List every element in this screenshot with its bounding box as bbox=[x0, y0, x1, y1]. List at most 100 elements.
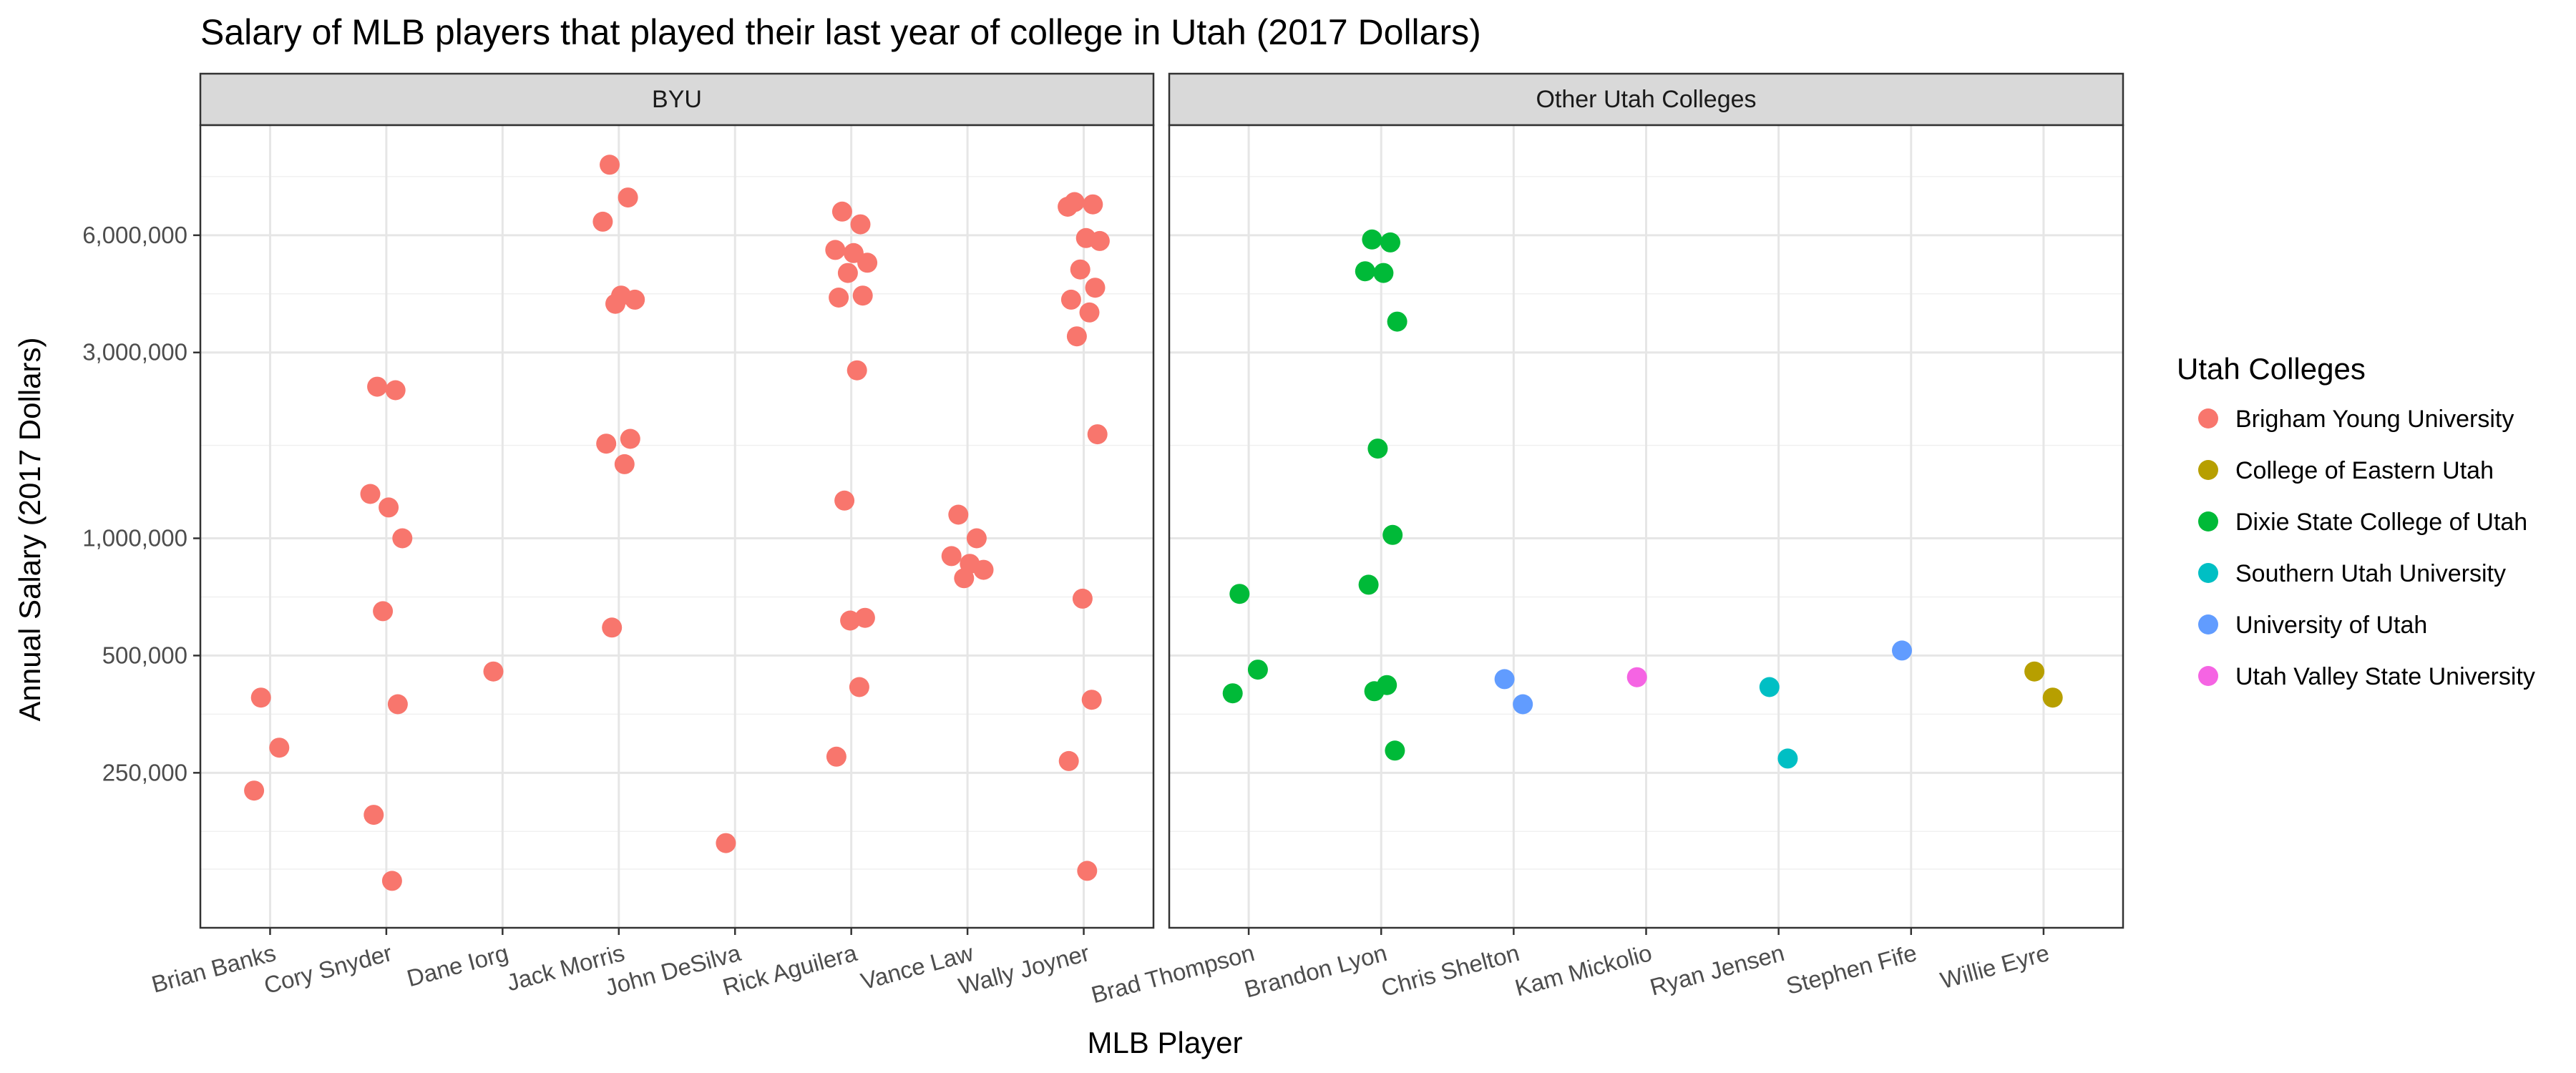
data-point bbox=[948, 504, 969, 525]
data-point bbox=[1513, 694, 1533, 715]
data-point bbox=[1083, 194, 1103, 215]
facet-strip bbox=[1168, 72, 2124, 127]
x-tick-label: Brian Banks bbox=[149, 939, 278, 998]
data-point bbox=[1085, 278, 1106, 298]
legend-label: University of Utah bbox=[2235, 612, 2427, 639]
data-point bbox=[831, 201, 852, 222]
data-point bbox=[367, 376, 388, 397]
legend-label: Brigham Young University bbox=[2235, 406, 2514, 433]
x-tick-label: Brandon Lyon bbox=[1241, 939, 1390, 1003]
data-point bbox=[1229, 584, 1250, 604]
data-point bbox=[840, 610, 861, 631]
data-point bbox=[834, 490, 855, 511]
facet-panel-1: Other Utah Colleges Brad ThompsonBrandon … bbox=[1088, 72, 2124, 1008]
panel-border bbox=[1168, 124, 2124, 929]
legend-label: Dixie State College of Utah bbox=[2235, 509, 2527, 536]
data-point bbox=[1382, 524, 1403, 545]
legend-key bbox=[2198, 666, 2218, 686]
y-tick-label: 500,000 bbox=[102, 642, 187, 668]
data-point bbox=[1362, 229, 1382, 250]
data-point bbox=[385, 380, 406, 401]
data-point bbox=[600, 155, 620, 175]
data-point bbox=[716, 833, 736, 853]
data-point bbox=[1060, 289, 1081, 310]
data-point bbox=[1222, 683, 1243, 704]
data-point bbox=[1247, 660, 1268, 680]
data-point bbox=[1066, 326, 1087, 347]
data-point bbox=[602, 617, 623, 638]
data-point bbox=[1373, 263, 1394, 283]
legend-key bbox=[2198, 408, 2218, 428]
legend-key bbox=[2198, 614, 2218, 635]
data-point bbox=[596, 433, 617, 454]
facet-strip-label: Other Utah Colleges bbox=[1536, 86, 1756, 113]
data-point bbox=[826, 746, 847, 767]
x-tick-label: Chris Shelton bbox=[1378, 939, 1522, 1001]
data-point bbox=[1777, 748, 1798, 769]
data-point bbox=[1892, 640, 1912, 661]
data-point bbox=[1385, 740, 1405, 761]
legend-key bbox=[2198, 563, 2218, 583]
data-point bbox=[1355, 261, 1375, 282]
y-axis: 250,000 500,000 1,000,000 3,000,000 6,000,00… bbox=[82, 222, 200, 785]
data-point bbox=[1759, 677, 1780, 697]
data-point bbox=[2042, 687, 2063, 708]
x-tick-label: Brad Thompson bbox=[1088, 939, 1257, 1008]
data-point bbox=[1364, 681, 1385, 702]
data-point bbox=[364, 805, 384, 825]
legend-key bbox=[2198, 460, 2218, 480]
x-tick-label: Cory Snyder bbox=[261, 939, 395, 999]
data-point bbox=[250, 687, 271, 708]
data-point bbox=[941, 546, 962, 567]
data-point bbox=[857, 253, 878, 273]
legend: Utah Colleges Brigham Young University Co… bbox=[2177, 352, 2535, 690]
data-point bbox=[1058, 197, 1078, 217]
data-point bbox=[483, 661, 504, 682]
legend-label: College of Eastern Utah bbox=[2235, 457, 2494, 484]
data-point bbox=[1058, 750, 1079, 771]
x-tick-label: Kam Mickolio bbox=[1512, 939, 1654, 1001]
legend-key bbox=[2198, 511, 2218, 531]
data-point bbox=[2024, 661, 2045, 682]
x-tick-label: Dane Iorg bbox=[404, 939, 512, 991]
data-point bbox=[1077, 861, 1098, 881]
data-point bbox=[837, 263, 858, 283]
data-point bbox=[379, 497, 399, 518]
data-point bbox=[847, 360, 867, 381]
y-tick-label: 1,000,000 bbox=[82, 525, 187, 552]
data-point bbox=[1387, 311, 1407, 332]
x-axis-title: MLB Player bbox=[1087, 1026, 1242, 1059]
data-point bbox=[1087, 424, 1108, 445]
x-tick-label: John DeSilva bbox=[602, 939, 744, 1001]
data-point bbox=[269, 738, 290, 758]
data-point bbox=[1081, 690, 1102, 710]
data-point bbox=[1367, 438, 1388, 459]
data-point bbox=[966, 528, 987, 549]
x-tick-label: Willie Eyre bbox=[1938, 939, 2052, 994]
panel-background bbox=[200, 125, 1153, 928]
data-point bbox=[1626, 667, 1647, 687]
y-tick-label: 250,000 bbox=[102, 759, 187, 785]
y-axis-title: Annual Salary (2017 Dollars) bbox=[13, 338, 47, 722]
legend-label: Utah Valley State University bbox=[2235, 663, 2535, 690]
data-point bbox=[360, 484, 381, 504]
data-point bbox=[592, 211, 613, 232]
data-point bbox=[1089, 230, 1110, 251]
data-point bbox=[973, 559, 994, 580]
data-point bbox=[625, 289, 645, 310]
data-point bbox=[618, 187, 638, 208]
data-point bbox=[392, 528, 413, 549]
data-point bbox=[1079, 302, 1100, 323]
data-point bbox=[1072, 588, 1093, 609]
legend-label: Southern Utah University bbox=[2235, 560, 2506, 587]
data-point bbox=[829, 288, 849, 308]
y-tick-label: 3,000,000 bbox=[82, 339, 187, 366]
data-point bbox=[1380, 232, 1400, 253]
chart-title: Salary of MLB players that played their … bbox=[200, 12, 1481, 52]
data-point bbox=[373, 601, 394, 622]
facet-strip bbox=[199, 72, 1155, 127]
x-tick-label: Stephen Fife bbox=[1783, 939, 1919, 999]
data-point bbox=[1494, 669, 1515, 690]
